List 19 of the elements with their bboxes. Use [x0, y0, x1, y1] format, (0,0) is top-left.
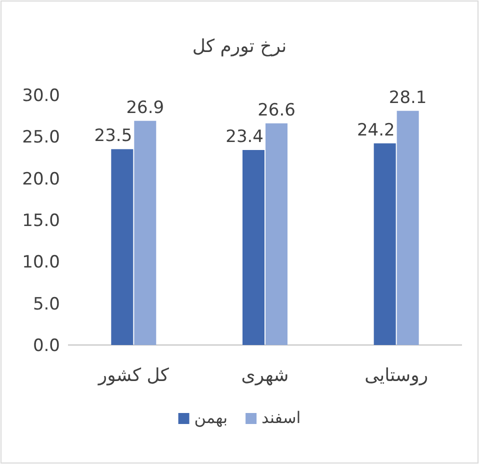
chart-title: نرخ تورم کل	[192, 36, 287, 57]
x-tick-label: روستایی	[364, 365, 428, 386]
legend-label: بهمن	[194, 408, 228, 427]
y-tick-label: 25.0	[22, 128, 60, 148]
x-tick-label: کل کشور	[97, 365, 170, 386]
data-label: 24.2	[356, 120, 395, 140]
data-label: 26.6	[258, 100, 296, 120]
y-tick-label: 5.0	[32, 294, 60, 314]
y-tick-label: 10.0	[22, 252, 60, 273]
data-label: 28.1	[388, 88, 427, 108]
y-tick-label: 15.0	[22, 211, 60, 231]
data-label: 23.4	[226, 127, 264, 147]
legend-label: اسفند	[262, 408, 301, 427]
data-label: 26.9	[126, 98, 164, 118]
y-tick-label: 0.0	[32, 336, 60, 356]
y-tick-label: 20.0	[22, 169, 60, 190]
data-label: 23.5	[94, 126, 132, 146]
x-tick-label: شهری	[241, 365, 289, 386]
y-tick-label: 30.0	[22, 86, 60, 106]
